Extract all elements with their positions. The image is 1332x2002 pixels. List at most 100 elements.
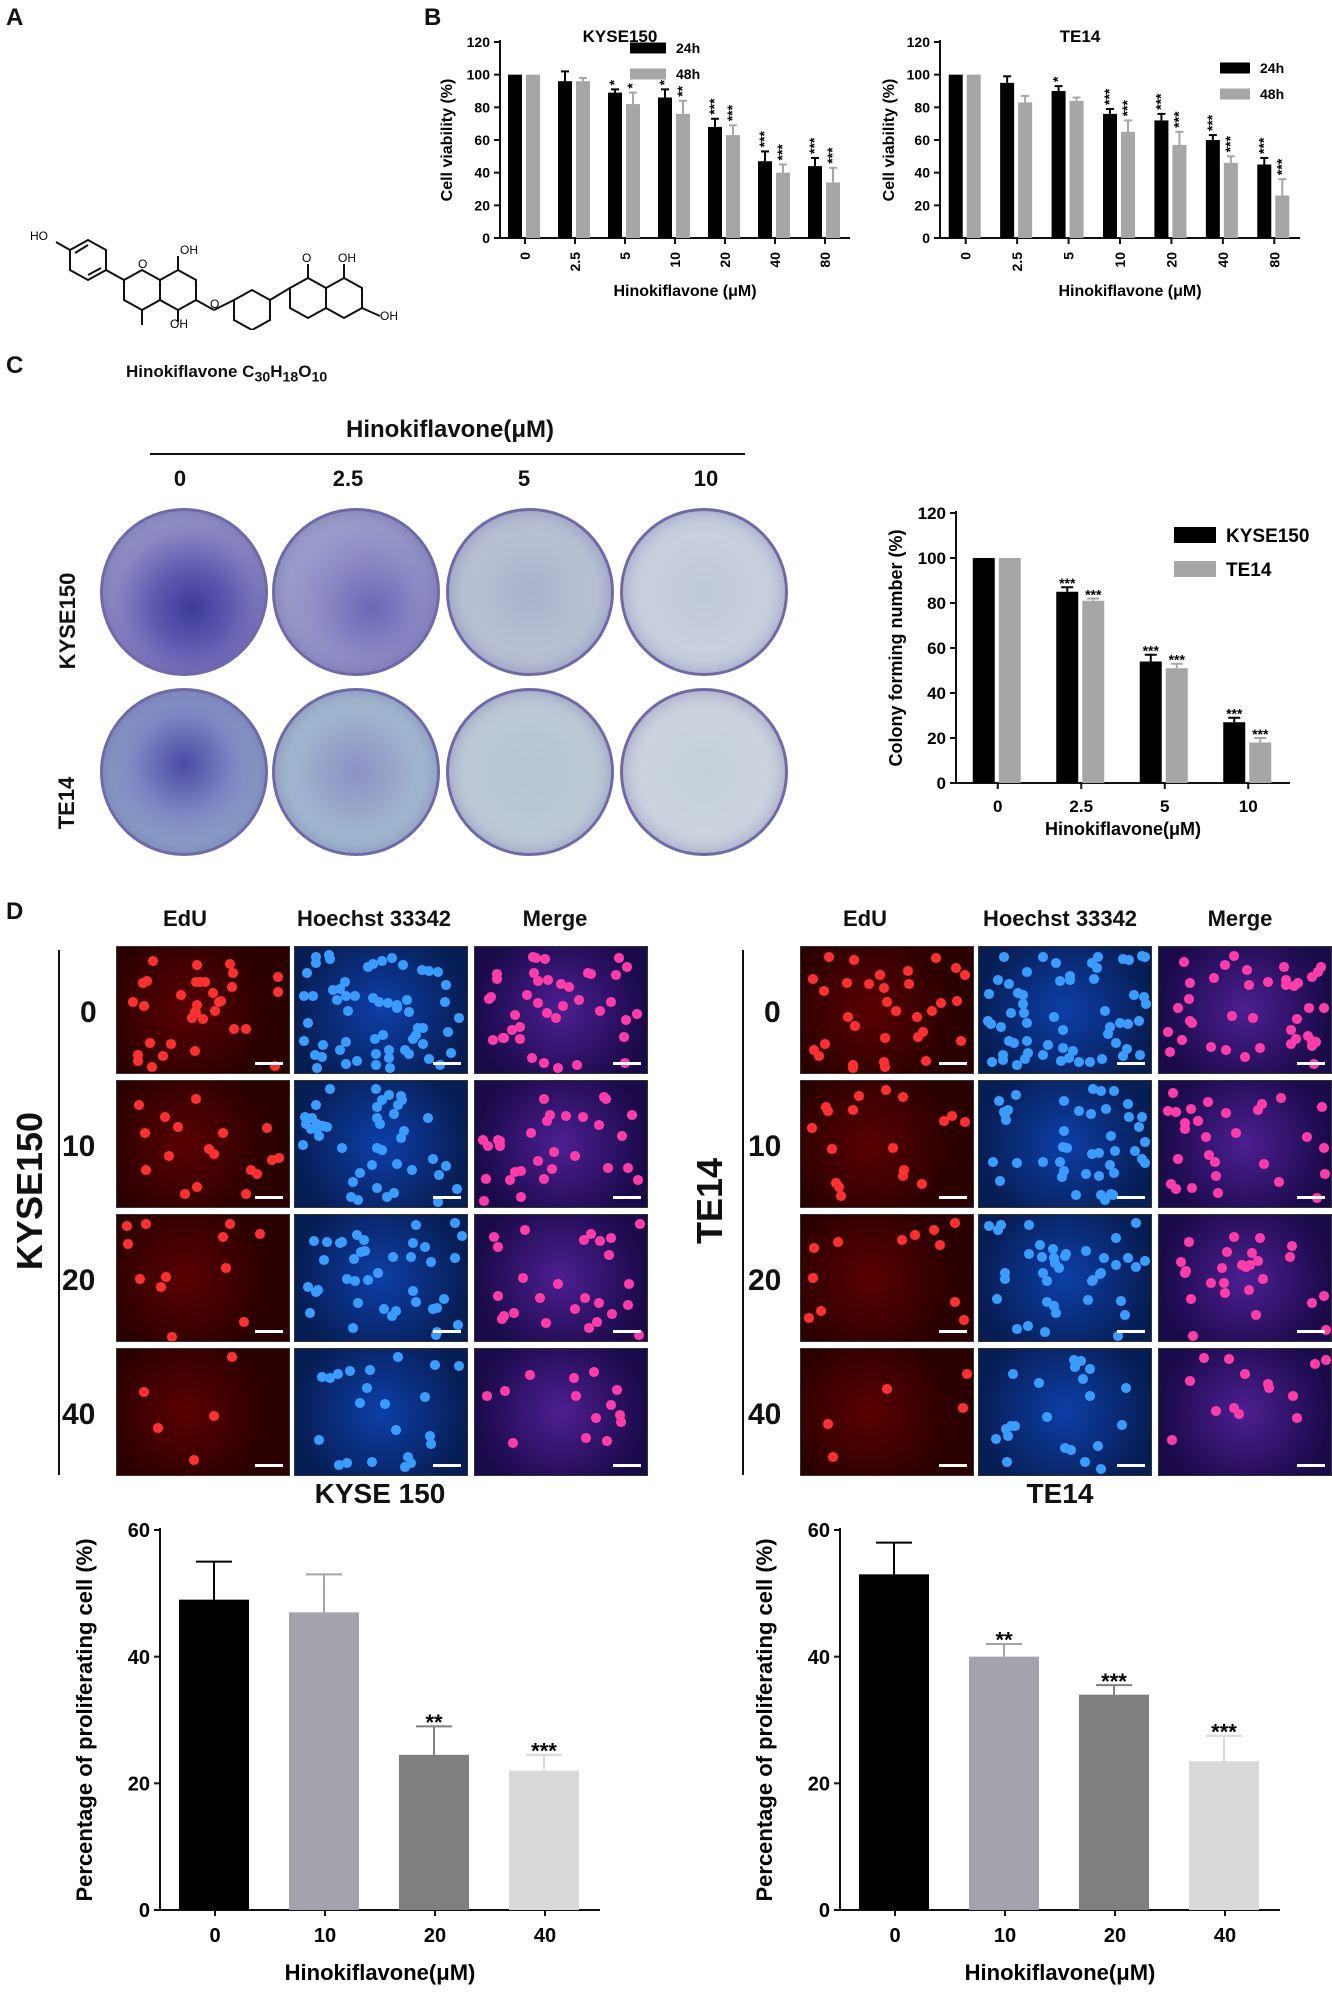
cell-nuclei [475,1081,479,1085]
plate-te14-10 [620,688,788,856]
edu-header-left: EdU [163,906,207,931]
chart-proliferating-te14: 0 20 40 60 Percentage of proliferating cell … [752,1520,1280,1985]
x-tick-label: 2.5 [567,252,583,272]
y-tick-label: 100 [907,67,931,83]
significance-mark: *** [1211,1720,1237,1745]
x-tick-label: 0 [993,797,1002,816]
y-tick-label: 120 [918,504,946,523]
atom-oh-4: OH [380,309,398,323]
bar [758,161,772,238]
significance-mark: * [656,79,672,85]
y-tick-label: 20 [914,197,930,213]
y-tick-label: 60 [808,1520,830,1542]
y-axis-label: Colony forming number (%) [886,530,906,767]
scale-bar [255,1464,283,1467]
bar [1275,195,1290,238]
formula-o: O [298,362,312,381]
micro-dose-right-20: 20 [748,1264,782,1297]
hoechst-header-right: Hoechst 33342 [982,906,1138,931]
legend-label: 24h [1260,60,1284,76]
micro-tile-kyse150-0-0 [116,946,290,1074]
bar [1172,144,1187,238]
scale-bar [1297,1330,1325,1333]
merge-header-right: Merge [1207,906,1273,931]
y-axis-label: Percentage of proliferating cell (%) [752,1538,777,1901]
atom-o-1: O [138,257,147,271]
y-axis-label: Percentage of proliferating cell (%) [72,1538,97,1901]
significance-mark: *** [1273,158,1289,175]
bar [972,558,995,783]
atom-ho-left: HO [30,229,48,243]
significance-mark: ** [425,1710,443,1735]
bar [289,1612,359,1910]
micro-tile-te14-1-0 [800,1080,974,1208]
significance-mark: *** [756,131,772,148]
bar [608,92,622,238]
significance-mark: *** [806,137,822,154]
panel-c-title: Hinokiflavone(μM) [345,416,555,443]
scale-bar [939,1196,967,1199]
significance-mark: *** [1119,100,1135,117]
cell-nuclei [295,1081,299,1085]
bar [1257,164,1272,238]
chart-title: TE14 [1060,27,1101,46]
plate-te14-2-5 [272,688,440,856]
bar [1121,131,1135,238]
x-tick-label: 40 [767,252,783,268]
scale-bar [433,1330,461,1333]
y-tick-label: 100 [467,67,491,83]
bar [676,113,690,238]
right-divider-line [742,950,744,1475]
micro-tile-te14-0-2 [1158,946,1332,1074]
scale-bar [255,1330,283,1333]
cell-nuclei [1159,1215,1163,1219]
cell-nuclei [475,947,479,951]
cell-nuclei [117,1349,121,1353]
micro-tile-te14-1-1 [978,1080,1152,1208]
cell-nuclei [117,947,121,951]
significance-mark: *** [1170,111,1186,128]
cell-nuclei [475,1215,479,1219]
y-tick-label: 0 [922,230,930,246]
bar [1051,91,1066,238]
legend-label: 48h [1260,86,1284,102]
significance-mark: *** [1152,93,1168,110]
significance-mark: *** [1204,114,1220,131]
x-axis-label: Hinokiflavone(μM) [965,1960,1156,1985]
atom-o-2: O [210,297,219,311]
micro-tile-te14-2-2 [1158,1214,1332,1342]
cell-nuclei [295,947,299,951]
y-tick-label: 120 [467,34,491,50]
bar [1018,102,1033,238]
plate-dose-2-5: 2.5 [332,466,364,491]
significance-mark: *** [1222,135,1238,152]
bar [726,135,740,238]
y-tick-label: 60 [927,639,946,658]
x-tick-label: 0 [209,1925,220,1947]
edu-header-right: EdU [843,906,887,931]
x-tick-label: 0 [517,252,533,260]
x-tick-label: 5 [1160,797,1169,816]
bar [776,172,790,238]
micro-dose-right-10: 10 [748,1130,782,1163]
cell-nuclei [979,947,983,951]
significance-mark: *** [1059,575,1076,591]
y-tick-label: 20 [128,1774,150,1796]
x-tick-label: 80 [817,252,833,268]
x-tick-label: 10 [1112,252,1128,268]
bar [1223,162,1238,238]
cell-nuclei [475,1349,479,1353]
chart-title-kyse150-proliferation: KYSE 150 [314,1478,446,1509]
y-tick-label: 60 [474,132,490,148]
bar [1165,668,1188,783]
plate-row-kyse150: KYSE150 [55,572,80,670]
legend-label: 48h [676,66,700,82]
bar [526,74,540,238]
panel-c-divider [150,453,745,455]
micro-tile-te14-3-1 [978,1348,1152,1476]
y-tick-label: 20 [927,729,946,748]
bar [1154,120,1169,238]
micro-dose-right-0: 0 [764,996,781,1029]
y-tick-label: 40 [128,1647,150,1669]
